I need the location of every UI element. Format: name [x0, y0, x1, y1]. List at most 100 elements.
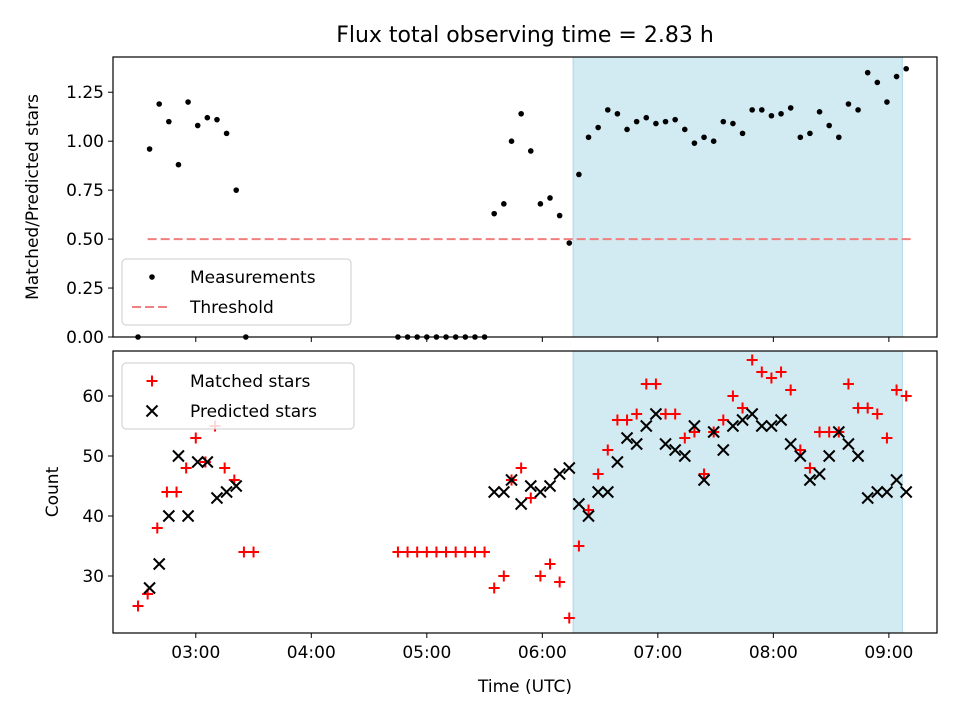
measurement-point: [816, 109, 823, 115]
predicted-star-point: [220, 485, 233, 499]
predicted-star-point: [524, 479, 537, 493]
matched-star-point: [469, 546, 481, 558]
matched-star-point: [650, 378, 662, 390]
bottom-observing-window: [572, 350, 903, 634]
predicted-star-point: [181, 509, 195, 523]
measurement-point: [146, 146, 153, 152]
predicted-star-point: [688, 419, 701, 433]
matched-star-point: [498, 570, 510, 582]
top-y-tick-label: 0.00: [66, 328, 104, 348]
measurement-point: [864, 69, 871, 76]
measurement-point: [537, 201, 544, 207]
measurement-point: [576, 171, 582, 178]
predicted-star-point: [880, 485, 894, 499]
legend-measurements-marker: [149, 274, 155, 280]
x-tick-label: 06:00: [518, 643, 567, 663]
matched-star-point: [871, 408, 883, 420]
predicted-star-point: [630, 437, 643, 451]
predicted-star-point: [582, 509, 595, 523]
matched-star-point: [583, 504, 595, 516]
predicted-star-point: [822, 449, 836, 463]
top-y-tick-label: 0.25: [66, 279, 104, 299]
predicted-star-point: [563, 461, 576, 475]
bottom-plot-frame: [112, 350, 938, 634]
predicted-star-point: [543, 479, 557, 493]
x-tick-label: 08:00: [749, 643, 798, 663]
matched-star-point: [190, 432, 202, 444]
measurement-point: [845, 101, 852, 107]
predicted-star-point: [172, 449, 185, 463]
measurement-point: [595, 124, 601, 131]
predicted-star-point: [697, 473, 711, 487]
matched-star-point: [525, 492, 537, 504]
matched-star-point: [421, 546, 433, 558]
bottom-y-tick-label: 60: [82, 387, 104, 407]
legend-label: Matched stars: [190, 372, 310, 392]
measurement-point: [759, 107, 765, 113]
top-y-tick-label: 0.75: [66, 181, 104, 201]
matched-star-point: [459, 546, 471, 558]
predicted-star-point: [620, 431, 634, 445]
matched-star-point: [823, 426, 835, 438]
predicted-star-point: [487, 485, 501, 499]
predicted-star-point: [899, 485, 913, 499]
measurement-point: [491, 210, 497, 217]
matched-star-point: [688, 426, 700, 438]
top-y-tick-label: 1.25: [66, 83, 104, 103]
measurement-point: [518, 110, 524, 117]
matched-star-point: [161, 486, 173, 498]
chart-title: Flux total observing time = 2.83 h: [336, 23, 714, 48]
predicted-star-point: [659, 437, 672, 451]
matched-star-point: [621, 414, 633, 426]
top-observing-window: [572, 56, 903, 338]
measurement-point: [730, 120, 736, 127]
matched-star-point: [775, 366, 787, 378]
matched-star-point: [392, 546, 404, 558]
top-y-axis-label: Matched/Predicted stars: [23, 94, 43, 300]
legend-predicted-marker: [145, 404, 159, 418]
measurement-point: [214, 116, 220, 123]
measurement-point: [185, 99, 191, 105]
predicted-star-point: [611, 455, 624, 469]
predicted-star-point: [784, 437, 797, 451]
matched-star-point: [698, 468, 710, 480]
predicted-star-point: [591, 485, 605, 499]
measurement-point: [156, 101, 163, 107]
predicted-star-point: [803, 473, 817, 487]
bottom-y-tick-label: 40: [82, 507, 104, 527]
predicted-star-point: [794, 449, 807, 463]
matched-star-point: [171, 486, 183, 498]
predicted-star-point: [601, 485, 614, 499]
predicted-star-point: [832, 425, 846, 439]
measurement-point: [547, 195, 553, 201]
measurement-point: [739, 130, 746, 137]
measurement-point: [701, 134, 707, 141]
x-tick-label: 04:00: [287, 643, 336, 663]
predicted-star-point: [774, 413, 788, 427]
predicted-star-point: [755, 419, 769, 433]
matched-star-point: [891, 384, 903, 396]
predicted-star-point: [717, 443, 730, 457]
matched-star-point: [132, 600, 144, 612]
measurement-point: [633, 118, 640, 125]
measurement-point: [233, 187, 240, 193]
predicted-star-point: [736, 413, 749, 427]
matched-star-point: [411, 546, 423, 558]
top-legend: [121, 258, 352, 326]
predicted-star-point: [143, 581, 156, 595]
measurement-point: [624, 126, 630, 133]
predicted-star-point: [534, 485, 547, 499]
matched-star-point: [640, 378, 652, 390]
matched-star-point: [199, 456, 211, 468]
matched-star-point: [573, 540, 585, 552]
predicted-star-point: [210, 491, 224, 505]
matched-star-point: [669, 408, 681, 420]
matched-star-point: [248, 546, 260, 558]
measurement-point: [778, 110, 784, 117]
measurement-point: [807, 130, 813, 137]
predicted-star-point: [640, 419, 653, 433]
matched-star-point: [611, 414, 623, 426]
measurement-point: [662, 118, 669, 125]
predicted-star-point: [813, 467, 826, 481]
